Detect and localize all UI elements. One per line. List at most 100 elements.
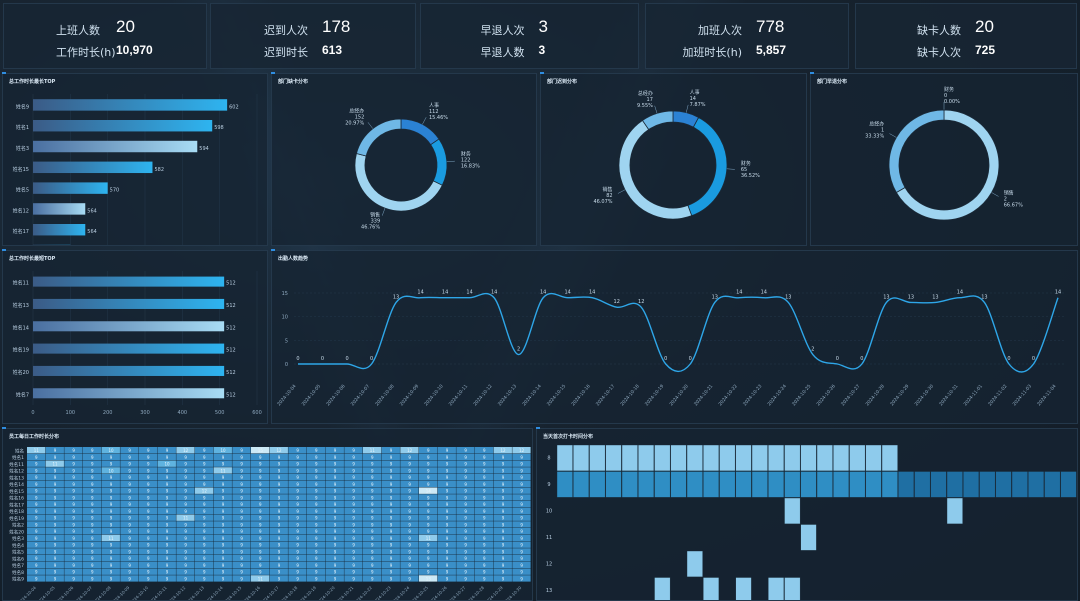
heat-cell bbox=[83, 447, 102, 454]
kpi-value: 5,857 bbox=[756, 43, 787, 57]
data-label: 12 bbox=[638, 299, 644, 305]
tick-label: 2024-10-12 bbox=[472, 383, 493, 407]
tick-label: 2024-10-13 bbox=[185, 585, 205, 601]
cell-value: 9 bbox=[222, 475, 225, 480]
heat-cell bbox=[157, 467, 176, 474]
heat-cell bbox=[120, 534, 139, 542]
cell-value: 9 bbox=[147, 502, 150, 507]
cell-value: 9 bbox=[371, 482, 374, 487]
cell-value: 9 bbox=[334, 543, 337, 548]
heat-cell bbox=[307, 561, 326, 569]
heat-cell bbox=[437, 541, 456, 548]
slice-name: 财务 bbox=[741, 160, 751, 167]
heat-cell bbox=[638, 444, 655, 472]
heat-cell bbox=[176, 447, 195, 454]
heat-cell bbox=[475, 555, 494, 562]
heat-cell bbox=[381, 447, 400, 454]
cell-value: 9 bbox=[408, 576, 411, 581]
slice-percent: 33.33% bbox=[865, 134, 884, 140]
heat-cell bbox=[269, 460, 288, 467]
heat-cell bbox=[45, 480, 64, 488]
cell-value: 9 bbox=[222, 462, 225, 467]
cell-value: 9 bbox=[240, 576, 243, 581]
heat-cell bbox=[101, 453, 120, 461]
cell-value: 9 bbox=[483, 502, 486, 507]
cell-value: 9 bbox=[464, 509, 467, 514]
heat-cell bbox=[251, 534, 270, 542]
cell-value: 9 bbox=[296, 502, 299, 507]
cell-value: 9 bbox=[184, 468, 187, 473]
tick-label: 2024-10-11 bbox=[148, 585, 168, 601]
data-label: 0 bbox=[370, 356, 373, 362]
heat-cell bbox=[621, 471, 638, 498]
cell-value: 9 bbox=[278, 462, 281, 467]
tick-label: 2024-10-14 bbox=[521, 383, 542, 407]
heat-cell bbox=[251, 521, 270, 528]
cell-value: 9 bbox=[371, 570, 374, 575]
heat-cell bbox=[437, 534, 456, 542]
cell-value: 9 bbox=[446, 502, 449, 507]
heat-cell bbox=[456, 555, 475, 562]
heat-cell bbox=[800, 524, 817, 551]
heat-cell bbox=[363, 528, 382, 535]
heat-cell bbox=[419, 541, 438, 548]
cell-value: 9 bbox=[91, 502, 94, 507]
cell-value: 9 bbox=[222, 529, 225, 534]
heat-cell bbox=[363, 561, 382, 569]
heat-cell bbox=[120, 521, 139, 528]
slice-value: 82 bbox=[606, 193, 612, 199]
heat-cell bbox=[493, 487, 512, 494]
heat-cell bbox=[475, 453, 494, 461]
heat-cell bbox=[307, 528, 326, 535]
cell-value: 9 bbox=[427, 570, 430, 575]
cell-value: 9 bbox=[147, 475, 150, 480]
pie-slice bbox=[354, 152, 443, 212]
kpi-value: 778 bbox=[756, 17, 785, 36]
heat-cell bbox=[456, 568, 475, 575]
cell-value: 9 bbox=[315, 495, 318, 500]
heat-cell bbox=[400, 507, 419, 515]
row-label: 姓名11 bbox=[9, 461, 24, 468]
cell-value: 9 bbox=[128, 468, 131, 473]
heat-cell bbox=[45, 474, 64, 481]
pie-slice bbox=[888, 109, 945, 194]
cell-value: 9 bbox=[371, 529, 374, 534]
heat-cell bbox=[251, 548, 270, 555]
cell-value: 9 bbox=[91, 448, 94, 453]
cell-value: 9 bbox=[72, 509, 75, 514]
heat-cell bbox=[556, 444, 573, 472]
heat-cell bbox=[45, 534, 64, 542]
heat-cell bbox=[325, 575, 344, 582]
cell-value: 9 bbox=[240, 563, 243, 568]
cell-value: 9 bbox=[446, 455, 449, 460]
pie-slice bbox=[641, 110, 674, 131]
heat-cell bbox=[195, 467, 214, 474]
cell-value: 9 bbox=[240, 475, 243, 480]
cell-value: 9 bbox=[371, 462, 374, 467]
heat-cell bbox=[344, 507, 363, 515]
heat-cell bbox=[288, 568, 307, 575]
cell-value: 9 bbox=[240, 516, 243, 521]
heat-cell bbox=[946, 471, 963, 498]
cell-value: 9 bbox=[166, 495, 169, 500]
row-label: 11 bbox=[546, 535, 552, 541]
slice-percent: 46.07% bbox=[593, 199, 612, 205]
cell-value: 9 bbox=[446, 549, 449, 554]
cell-value: 9 bbox=[446, 570, 449, 575]
cell-value: 9 bbox=[91, 482, 94, 487]
cell-value: 9 bbox=[296, 489, 299, 494]
tick-label: 2024-10-09 bbox=[110, 585, 130, 601]
cell-value: 9 bbox=[54, 502, 57, 507]
cell-value: 9 bbox=[203, 576, 206, 581]
heat-cell bbox=[269, 555, 288, 562]
heat-cell bbox=[232, 521, 251, 528]
cell-value: 9 bbox=[240, 468, 243, 473]
heat-cell bbox=[157, 575, 176, 582]
cell-value: 9 bbox=[35, 543, 38, 548]
cell-value: 9 bbox=[72, 529, 75, 534]
cell-value: 9 bbox=[334, 549, 337, 554]
heat-cell bbox=[437, 460, 456, 467]
leader-line bbox=[381, 208, 386, 216]
cell-value: 9 bbox=[72, 468, 75, 473]
cell-value: 9 bbox=[446, 509, 449, 514]
